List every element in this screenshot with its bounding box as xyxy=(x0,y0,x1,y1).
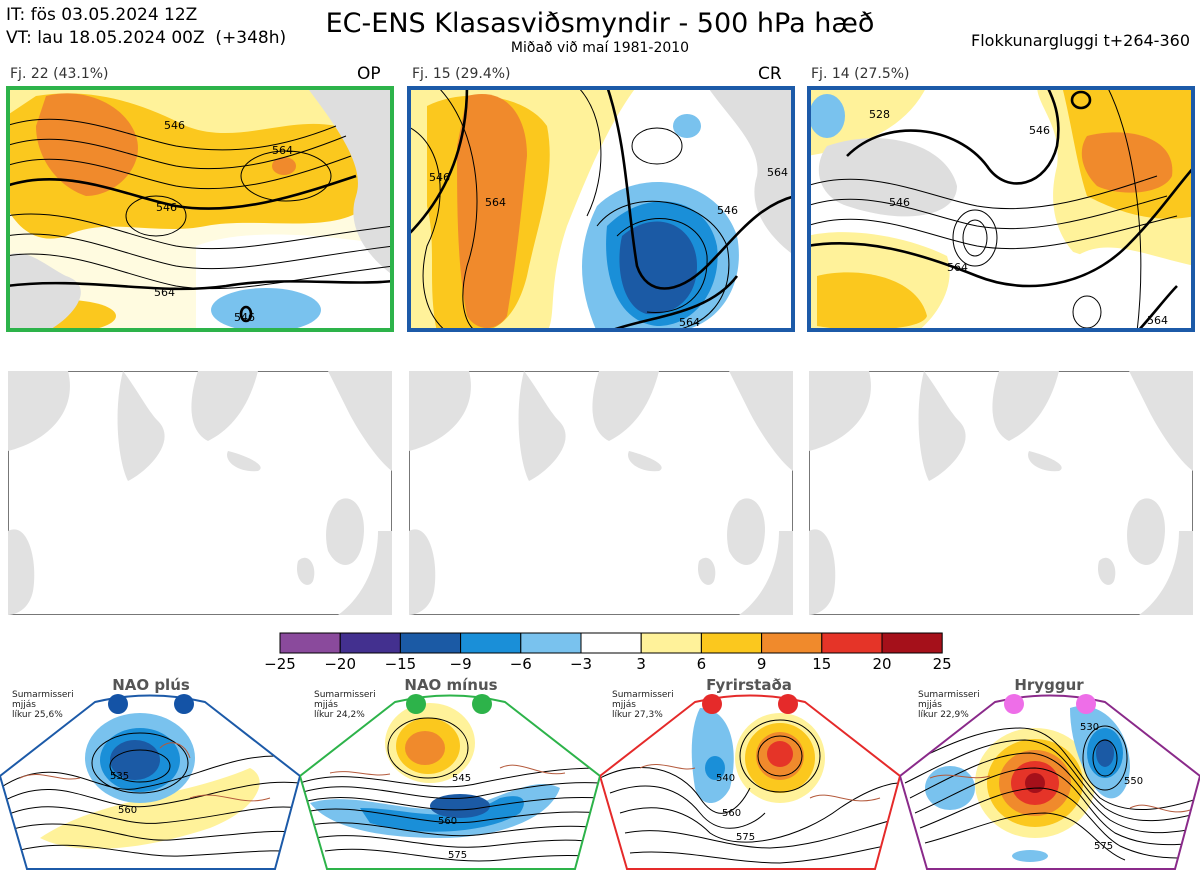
regime-1-contour-label: 535 xyxy=(110,771,129,782)
cluster-3-contour-label: 528 xyxy=(869,108,890,121)
regime-3-note: Sumarmisseri mjjás líkur 27,3% xyxy=(612,690,674,720)
colorbar-cell xyxy=(460,632,522,654)
cluster-1-contour-label: 564 xyxy=(272,144,293,157)
regime-3-dot xyxy=(702,694,722,714)
regime-2-dot xyxy=(406,694,426,714)
colorbar-tick-label: −15 xyxy=(384,655,417,673)
cluster-2-frame xyxy=(407,86,795,332)
colorbar-tick-label: −20 xyxy=(324,655,357,673)
colorbar-tick-label: −25 xyxy=(264,655,296,673)
cluster-1-contour-label: 564 xyxy=(154,286,175,299)
cluster-3-map: 528 546 546 564 564 xyxy=(807,86,1195,332)
regime-2-contour-label: 575 xyxy=(448,850,467,861)
regime-4-note: Sumarmisseri mjjás líkur 22,9% xyxy=(918,690,980,720)
colorbar-tick-label: 9 xyxy=(756,655,767,673)
colorbar-tick-label: −6 xyxy=(509,655,532,673)
cluster-1-frame xyxy=(6,86,394,332)
regime-3-dot xyxy=(778,694,798,714)
regime-4-contour-label: 550 xyxy=(1124,776,1143,787)
colorbar-cell xyxy=(761,632,823,654)
cluster-1-map: 546 564 546 564 546 xyxy=(6,86,394,332)
regime-3-contour-label: 575 xyxy=(736,832,755,843)
blank-map-3 xyxy=(809,371,1193,615)
colorbar-cell xyxy=(580,632,642,654)
colorbar-cell xyxy=(339,632,401,654)
regime-3-contour-label: 560 xyxy=(722,808,741,819)
cluster-2-map: 546 564 546 564 564 xyxy=(407,86,795,332)
regime-3-title: Fyrirstaða xyxy=(706,676,792,694)
regime-1-frame xyxy=(0,694,302,870)
cluster-2-label: Fj. 15 (29.4%) xyxy=(412,66,511,82)
regime-2-frame xyxy=(300,694,602,870)
regime-2-contour-label: 560 xyxy=(438,816,457,827)
regime-1-dot xyxy=(174,694,194,714)
cluster-2-contour-label: 546 xyxy=(429,171,450,184)
colorbar-tick-label: −3 xyxy=(569,655,593,673)
cluster-3-contour-label: 546 xyxy=(1029,124,1050,137)
colorbar-tick-label: 20 xyxy=(872,655,892,673)
cluster-1-contour-label: 546 xyxy=(234,311,255,324)
page-title: EC-ENS Klasasviðsmyndir - 500 hPa hæð xyxy=(325,8,875,39)
regime-4-map: 530 550 575 xyxy=(900,694,1200,870)
regime-1-contour-label: 560 xyxy=(118,805,137,816)
regime-4-frame xyxy=(900,694,1200,870)
regime-1-dot xyxy=(108,694,128,714)
regime-1-map: 535 560 xyxy=(0,694,302,870)
regime-4-contour-label: 575 xyxy=(1094,841,1113,852)
page-subtitle: Miðað við maí 1981-2010 xyxy=(510,40,690,56)
regime-4-dot xyxy=(1076,694,1096,714)
blank-map-2 xyxy=(409,371,793,615)
cluster-3-label: Fj. 14 (27.5%) xyxy=(811,66,910,82)
regime-2-contour-label: 545 xyxy=(452,773,471,784)
colorbar-tick-label: 6 xyxy=(696,655,707,673)
regime-3-map: 540 560 575 xyxy=(600,694,902,870)
regime-4-contour-label: 530 xyxy=(1080,722,1099,733)
anomaly-colorbar xyxy=(279,632,943,654)
cluster-3-frame xyxy=(807,86,1195,332)
regime-4-dot xyxy=(1004,694,1024,714)
colorbar-tick-label: −9 xyxy=(449,655,472,673)
regime-2-note: Sumarmisseri mjjás líkur 24,2% xyxy=(314,690,376,720)
colorbar-cell xyxy=(821,632,883,654)
regime-2-title: NAO mínus xyxy=(404,676,498,694)
cluster-2-tag: CR xyxy=(758,64,782,84)
cluster-2-contour-label: 564 xyxy=(767,166,788,179)
cluster-1-label: Fj. 22 (43.1%) xyxy=(10,66,109,82)
cluster-window-text: Flokkunargluggi t+264-360 xyxy=(971,31,1190,50)
cluster-2-contour-label: 564 xyxy=(485,196,506,209)
cluster-1-contour-label: 546 xyxy=(164,119,185,132)
colorbar-tick-label: 15 xyxy=(812,655,832,673)
init-time-text: IT: fös 03.05.2024 12Z xyxy=(6,5,198,25)
cluster-2-contour-label: 564 xyxy=(679,316,700,329)
valid-time-text: VT: lau 18.05.2024 00Z (+348h) xyxy=(6,28,287,48)
colorbar-cell xyxy=(640,632,702,654)
regime-4-title: Hryggur xyxy=(1014,676,1084,694)
cluster-1-contour-label: 546 xyxy=(156,201,177,214)
cluster-2-contour-label: 546 xyxy=(717,204,738,217)
cluster-3-contour-label: 564 xyxy=(1147,314,1168,327)
regime-3-contour-label: 540 xyxy=(716,773,735,784)
colorbar-cell xyxy=(881,632,943,654)
colorbar-cell xyxy=(700,632,763,654)
colorbar-cell xyxy=(399,632,462,654)
regime-1-title: NAO plús xyxy=(112,676,190,694)
cluster-1-tag: OP xyxy=(357,64,381,84)
cluster-3-contour-label: 564 xyxy=(947,261,968,274)
colorbar-cell xyxy=(279,632,341,654)
regime-2-map: 545 560 575 xyxy=(300,694,602,870)
cluster-3-contour-label: 546 xyxy=(889,196,910,209)
blank-map-1 xyxy=(8,371,392,615)
regime-1-note: Sumarmisseri mjjás líkur 25,6% xyxy=(12,690,74,720)
colorbar-tick-label: 25 xyxy=(932,655,952,673)
colorbar-cell xyxy=(520,632,582,654)
colorbar-tick-label: 3 xyxy=(636,655,646,673)
regime-2-dot xyxy=(472,694,492,714)
